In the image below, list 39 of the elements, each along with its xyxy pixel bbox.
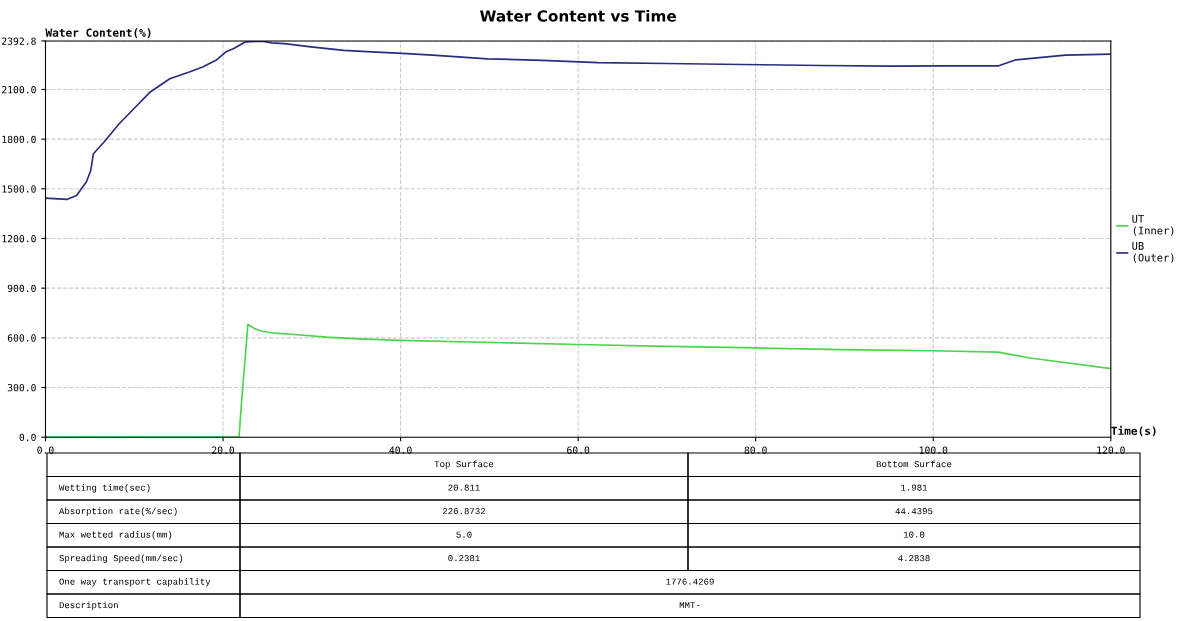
text: Absorption rate(%/sec) <box>58 507 177 516</box>
chart-title: Water Content vs Time <box>480 9 676 22</box>
text: 5.0 <box>456 531 472 538</box>
legend-label: UB (Outer) <box>1132 242 1174 263</box>
y-tick-label: 2392.8 <box>2 37 36 45</box>
text: 10.0 <box>903 531 925 538</box>
text: 4.2838 <box>898 555 930 562</box>
text: Top Surface <box>434 460 494 469</box>
text: 0.2381 <box>448 555 480 562</box>
x-tick-label: 20.0 <box>212 446 235 454</box>
text: 1776.4269 <box>666 578 714 585</box>
y-tick-label: 600.0 <box>7 334 36 342</box>
text: Description <box>59 601 118 610</box>
y-tick-label: 0.0 <box>19 433 36 442</box>
y-tick-label: 2100.0 <box>2 85 36 94</box>
text: 226.8732 <box>442 508 486 515</box>
text: 44.4395 <box>895 508 933 515</box>
x-tick-label: 40.0 <box>389 446 412 454</box>
y-tick-label: 1200.0 <box>2 234 36 243</box>
x-tick-label: 80.0 <box>744 446 767 454</box>
text: Bottom Surface <box>876 460 952 468</box>
x-tick-label: 60.0 <box>567 446 590 454</box>
y-tick-label: 300.0 <box>7 384 36 392</box>
text: Wetting time(sec) <box>58 484 150 493</box>
y-tick-label: 1500.0 <box>2 185 36 193</box>
y-tick-label: 900.0 <box>7 284 36 293</box>
x-tick-label: 0.0 <box>37 446 54 454</box>
x-tick-label: 120.0 <box>1097 446 1125 454</box>
text: 1.981 <box>901 484 928 491</box>
x-tick-label: 100.0 <box>919 446 948 454</box>
text: Spreading Speed(mm/sec) <box>59 554 183 563</box>
text: 20.811 <box>448 484 480 491</box>
text: One way transport capability <box>59 578 211 587</box>
x-axis-title: Time(s) <box>1111 425 1156 437</box>
y-axis-title: Water Content(%) <box>45 28 151 39</box>
text: MMT- <box>679 602 700 609</box>
legend-label: UT (Inner) <box>1132 214 1174 236</box>
text: Max wetted radius(mm) <box>59 531 172 540</box>
y-tick-label: 1800.0 <box>2 135 36 143</box>
